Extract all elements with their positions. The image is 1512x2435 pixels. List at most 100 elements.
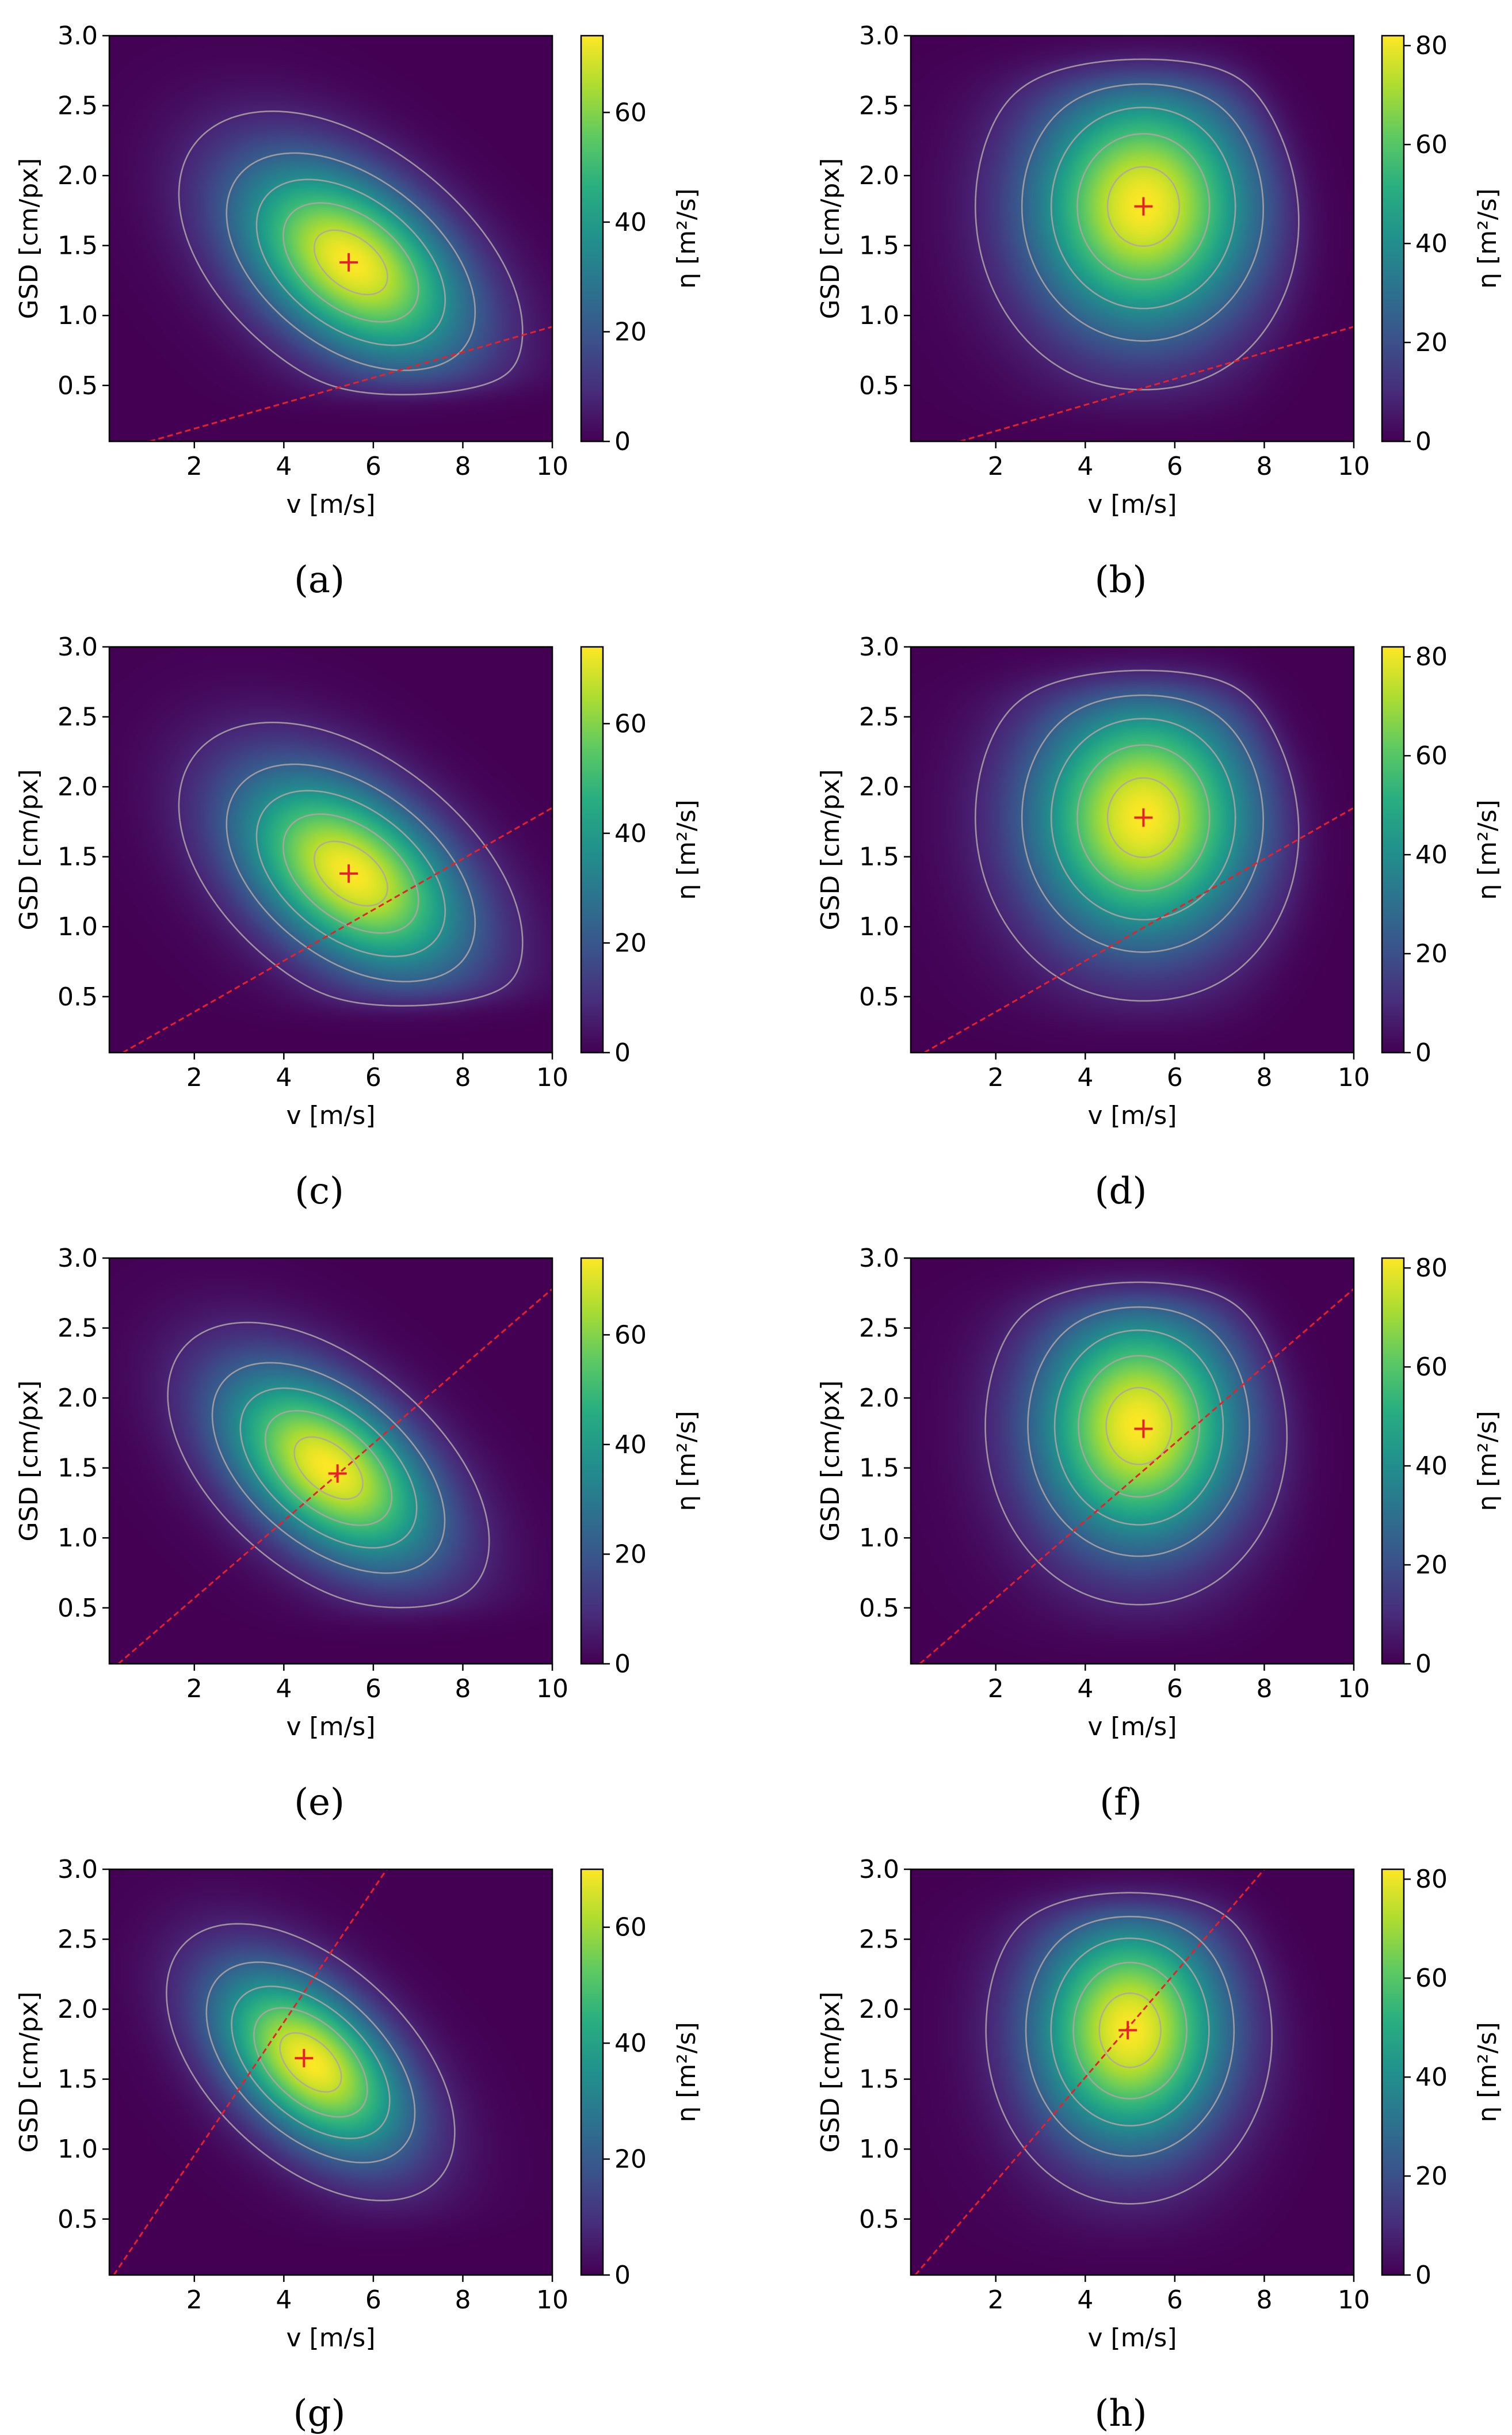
contours-h: [985, 1892, 1273, 2205]
contour-line: [205, 1961, 416, 2163]
y-tick-label: 2.0: [859, 161, 899, 190]
y-tick-label: 1.0: [859, 301, 899, 330]
colorbar-label: η [m²/s]: [1473, 188, 1502, 288]
x-tick-label: 2: [988, 2285, 1004, 2315]
colorbar-tick-label: 60: [1415, 1964, 1448, 1993]
plot-frame: [910, 1868, 1355, 2276]
x-tick-label: 8: [1256, 2285, 1272, 2315]
panels-container: 2 4 6 8 10 0.5 1.0 1.5 2.0 2.5 3.0 v [m/s] GSD [cm/p…: [14, 21, 1502, 2435]
x-tick-label: 4: [1077, 1063, 1093, 1092]
colorbar-tick-label: 80: [1415, 1253, 1448, 1283]
x-tick-label: 4: [1077, 1674, 1093, 1704]
colorbar: 0 20 40 60 80 η [m²/s]: [1381, 1865, 1502, 2290]
contour-line: [313, 840, 388, 907]
colorbar: 0 20 40 60 η [m²/s]: [580, 1257, 701, 1679]
y-axis: 0.5 1.0 1.5 2.0 2.5 3.0: [859, 632, 911, 1012]
contour-line: [1021, 83, 1264, 342]
y-tick-label: 1.0: [859, 912, 899, 942]
colorbar-tick-label: 0: [1415, 1038, 1431, 1068]
x-tick-label: 2: [988, 452, 1004, 481]
colorbar-tick-label: 0: [1415, 2261, 1431, 2290]
contour-line: [255, 178, 446, 346]
panel-caption: (g): [293, 2392, 346, 2435]
y-axis-label: GSD [cm/px]: [816, 158, 845, 319]
x-tick-label: 2: [186, 1063, 203, 1092]
y-tick-label: 0.5: [58, 371, 98, 401]
contour-line: [1106, 777, 1181, 858]
contour-line: [239, 1387, 418, 1549]
contour-line: [1025, 1915, 1235, 2157]
panel-caption: (f): [1099, 1781, 1142, 1824]
colorbar-tick-label: 60: [1415, 130, 1448, 159]
y-tick-label: 2.0: [58, 1995, 98, 2024]
contour-line: [985, 1892, 1273, 2205]
contour-line: [226, 763, 476, 982]
x-tick-label: 6: [365, 1063, 381, 1092]
y-tick-label: 2.0: [859, 1384, 899, 1413]
colorbar-label: η [m²/s]: [672, 799, 701, 900]
y-tick-label: 0.5: [58, 2205, 98, 2234]
y-tick-label: 0.5: [859, 371, 899, 401]
contour-line: [1053, 1329, 1224, 1526]
heatmap-h: [911, 1869, 1354, 2275]
y-tick-label: 1.0: [58, 1523, 98, 1553]
heatmap-f: [911, 1258, 1354, 1664]
contour-line: [166, 1923, 456, 2201]
colorbar-tick-label: 80: [1415, 31, 1448, 60]
contour-line: [167, 1321, 490, 1609]
x-tick-label: 8: [1256, 1674, 1272, 1704]
y-axis-label: GSD [cm/px]: [816, 1380, 845, 1541]
contours-f: [984, 1281, 1288, 1606]
panel-h: 2 4 6 8 10 0.5 1.0 1.5 2.0 2.5 3.0 v [m/s] GSD [cm/p…: [816, 1855, 1502, 2435]
colorbar: 0 20 40 60 80 η [m²/s]: [1381, 1253, 1502, 1679]
y-tick-label: 1.5: [859, 231, 899, 261]
contour-line: [1105, 1386, 1173, 1465]
colorbar-label: η [m²/s]: [672, 1411, 701, 1511]
y-axis-label: GSD [cm/px]: [14, 769, 44, 930]
panel-caption: (h): [1094, 2392, 1147, 2435]
contour-line: [1076, 133, 1211, 281]
y-tick-label: 2.5: [58, 1925, 98, 1954]
y-tick-label: 1.5: [859, 843, 899, 872]
colorbar-tick-label: 40: [614, 2029, 647, 2058]
plot-frame: [108, 1868, 553, 2276]
y-tick-label: 1.0: [58, 301, 98, 330]
x-tick-label: 10: [536, 1674, 568, 1704]
contour-line: [279, 2032, 342, 2093]
contours-c: [178, 722, 524, 1007]
x-tick-label: 8: [455, 1063, 471, 1092]
plot-frame: [910, 1257, 1355, 1665]
x-axis-label: v [m/s]: [287, 2323, 376, 2353]
y-tick-label: 1.0: [58, 912, 98, 942]
x-tick-label: 10: [536, 2285, 568, 2315]
x-tick-label: 8: [455, 1674, 471, 1704]
y-tick-label: 3.0: [58, 21, 98, 51]
x-tick-label: 6: [1167, 452, 1183, 481]
contours-g: [166, 1923, 456, 2201]
x-tick-label: 2: [988, 1674, 1004, 1704]
x-tick-label: 2: [186, 1674, 203, 1704]
colorbar-tick-label: 20: [1415, 328, 1448, 357]
x-tick-label: 10: [1338, 1063, 1370, 1092]
colorbar-tick-label: 20: [614, 1540, 647, 1569]
colorbar-label: η [m²/s]: [672, 188, 701, 288]
x-axis: 2 4 6 8 10: [988, 1053, 1370, 1092]
contours-b: [975, 58, 1300, 391]
x-tick-label: 2: [186, 452, 203, 481]
x-axis-label: v [m/s]: [287, 1101, 376, 1130]
y-tick-label: 2.0: [58, 772, 98, 802]
y-tick-label: 1.0: [859, 1523, 899, 1553]
y-axis: 0.5 1.0 1.5 2.0 2.5 3.0: [859, 1855, 911, 2234]
plot-frame: [108, 1257, 553, 1665]
y-tick-label: 3.0: [58, 1244, 98, 1273]
contour-line: [282, 202, 419, 323]
colorbar-tick-label: 20: [614, 928, 647, 958]
colorbar-tick-label: 0: [614, 1649, 631, 1679]
x-tick-label: 4: [1077, 2285, 1093, 2315]
contour-line: [975, 669, 1300, 1002]
contour-line: [1050, 106, 1236, 310]
colorbar-tick-label: 20: [1415, 1550, 1448, 1580]
panel-a: 2 4 6 8 10 0.5 1.0 1.5 2.0 2.5 3.0 v [m/s] GSD [cm/p…: [14, 21, 701, 601]
colorbar-tick-label: 40: [614, 819, 647, 848]
